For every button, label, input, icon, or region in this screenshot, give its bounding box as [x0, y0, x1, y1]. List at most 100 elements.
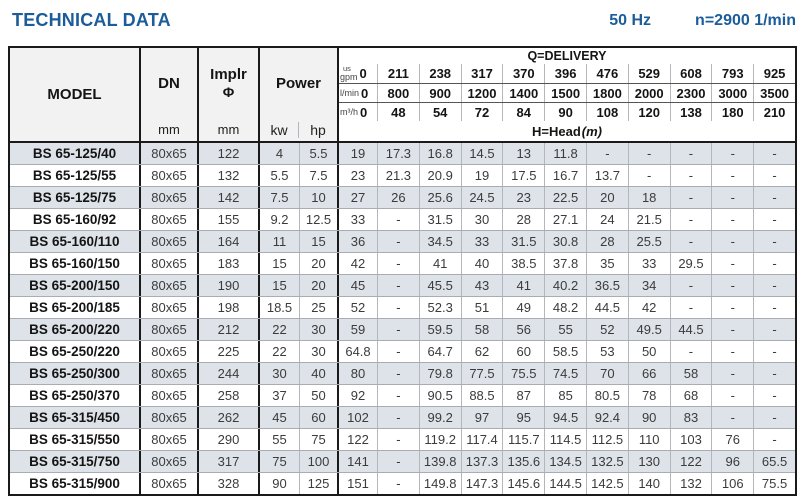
hp-cell: 5.5 — [299, 143, 339, 164]
table-row: BS 65-315/450 80x65 262 45 60 102 -99.2 9… — [10, 407, 795, 429]
delivery-value: 180 — [711, 103, 753, 121]
kw-cell: 75 — [272, 454, 287, 469]
table-row: BS 65-160/92 80x65 155 9.2 12.5 33 -31.5… — [10, 209, 795, 231]
head-value-cell: - — [753, 209, 795, 230]
impeller-cell: 122 — [199, 143, 260, 164]
delivery-value: 90 — [544, 103, 586, 121]
table-row: BS 65-200/185 80x65 198 18.5 25 52 -52.3… — [10, 297, 795, 319]
impeller-cell: 244 — [199, 363, 260, 384]
model-cell: BS 65-160/110 — [10, 231, 141, 252]
head-value-cell: 40.2 — [544, 275, 586, 296]
head-value-cell: - — [377, 341, 419, 362]
head-value-cell: 40 — [460, 253, 503, 274]
delivery-value: 900 — [418, 84, 461, 102]
head-value-cell: 44.5 — [669, 319, 712, 340]
head-value-cell: - — [711, 187, 753, 208]
kw-cell: 4 — [275, 146, 284, 161]
dn-cell: 80x65 — [141, 473, 199, 494]
head-value-cell: - — [669, 275, 712, 296]
head-value-cell: 48.2 — [544, 297, 586, 318]
kw-cell: 45 — [272, 410, 287, 425]
head-value-cell: 83 — [669, 407, 712, 428]
kw-cell: 5.5 — [270, 168, 289, 183]
head-value-cell: 65.5 — [753, 451, 795, 472]
head-value-cell: 41 — [502, 275, 544, 296]
head-value-cell: 13.7 — [585, 165, 628, 186]
kw-cell: 22 — [272, 344, 287, 359]
head-value-cell: - — [753, 143, 795, 164]
head-value-cell: 140 — [627, 473, 670, 494]
head-value-cell: 122 — [347, 432, 369, 447]
table-row: BS 65-125/40 80x65 122 4 5.5 19 17.3 16.8… — [10, 143, 795, 165]
dn-cell: 80x65 — [141, 187, 199, 208]
delivery-value: 396 — [544, 64, 586, 83]
head-value-cell: 135.6 — [502, 451, 544, 472]
hp-label: hp — [298, 121, 337, 138]
head-value-cell: 149.8 — [418, 473, 461, 494]
head-value-cell: 23 — [502, 187, 544, 208]
head-value-cell: 24 — [585, 209, 628, 230]
head-unit-text: (m) — [581, 123, 602, 139]
head-value-cell: - — [711, 341, 753, 362]
impeller-cell: 225 — [199, 341, 260, 362]
head-value-cell: - — [753, 319, 795, 340]
delivery-value: 800 — [377, 84, 419, 102]
head-value-cell: - — [753, 297, 795, 318]
impeller-cell: 183 — [199, 253, 260, 274]
head-value-cell: 137.3 — [460, 451, 503, 472]
model-cell: BS 65-200/150 — [10, 275, 141, 296]
delivery-value: 1500 — [544, 84, 586, 102]
speed-label: n=2900 1/min — [695, 12, 796, 29]
head-value-cell: 20 — [585, 187, 628, 208]
kw-cell: 11 — [272, 234, 287, 249]
head-value-cell: 78 — [627, 385, 670, 406]
delivery-value: 793 — [711, 64, 753, 83]
dn-cell: 80x65 — [141, 385, 199, 406]
head-value-cell: 70 — [585, 363, 628, 384]
head-value-cell: 19 — [460, 165, 503, 186]
head-value-cell: 119.2 — [418, 429, 461, 450]
hp-cell: 100 — [299, 451, 339, 472]
delivery-value: 317 — [460, 64, 503, 83]
head-value-cell: - — [753, 407, 795, 428]
power-label: Power — [275, 74, 321, 92]
head-value-cell: 36.5 — [585, 275, 628, 296]
table-row: BS 65-250/220 80x65 225 22 30 64.8 -64.7… — [10, 341, 795, 363]
head-value-cell: - — [377, 385, 419, 406]
delivery-value: 210 — [753, 103, 795, 121]
head-value-cell: 134.5 — [544, 451, 586, 472]
head-value-cell: - — [669, 143, 712, 164]
kw-cell: 15 — [272, 278, 287, 293]
delivery-value: 72 — [460, 103, 503, 121]
hp-cell: 30 — [299, 319, 339, 340]
flow-unit-label: m³/h — [339, 107, 358, 117]
model-cell: BS 65-250/370 — [10, 385, 141, 406]
table-row: BS 65-315/550 80x65 290 55 75 122 -119.2… — [10, 429, 795, 451]
kw-cell: 15 — [272, 256, 287, 271]
head-value-cell: 56 — [502, 319, 544, 340]
head-value-cell: 114.5 — [544, 429, 586, 450]
head-value-cell: 53 — [585, 341, 628, 362]
impeller-cell: 258 — [199, 385, 260, 406]
kw-cell: 18.5 — [266, 300, 293, 315]
table-row: BS 65-160/110 80x65 164 11 15 36 -34.5 33… — [10, 231, 795, 253]
column-header-impeller: Implr Φ mm — [199, 48, 260, 141]
head-value-cell: 77.5 — [460, 363, 503, 384]
head-value-cell: 25.6 — [418, 187, 461, 208]
head-value-cell: 21.5 — [627, 209, 670, 230]
table-row: BS 65-250/370 80x65 258 37 50 92 -90.5 88… — [10, 385, 795, 407]
head-value-cell: 75.5 — [753, 473, 795, 494]
head-value-cell: 95 — [502, 407, 544, 428]
delivery-value: 138 — [669, 103, 712, 121]
delivery-value: 238 — [418, 64, 461, 83]
head-value-cell: 145.6 — [502, 473, 544, 494]
head-value-cell: 27.1 — [544, 209, 586, 230]
hp-cell: 7.5 — [299, 165, 339, 186]
head-value-cell: 151 — [347, 476, 369, 491]
model-cell: BS 65-315/750 — [10, 451, 141, 472]
head-value-cell: - — [377, 297, 419, 318]
head-value-cell: - — [377, 209, 419, 230]
flow-unit-sup: us — [343, 64, 351, 74]
impeller-label-text: Implr — [210, 66, 247, 84]
table-row: BS 65-160/150 80x65 183 15 20 42 -41 40 38… — [10, 253, 795, 275]
